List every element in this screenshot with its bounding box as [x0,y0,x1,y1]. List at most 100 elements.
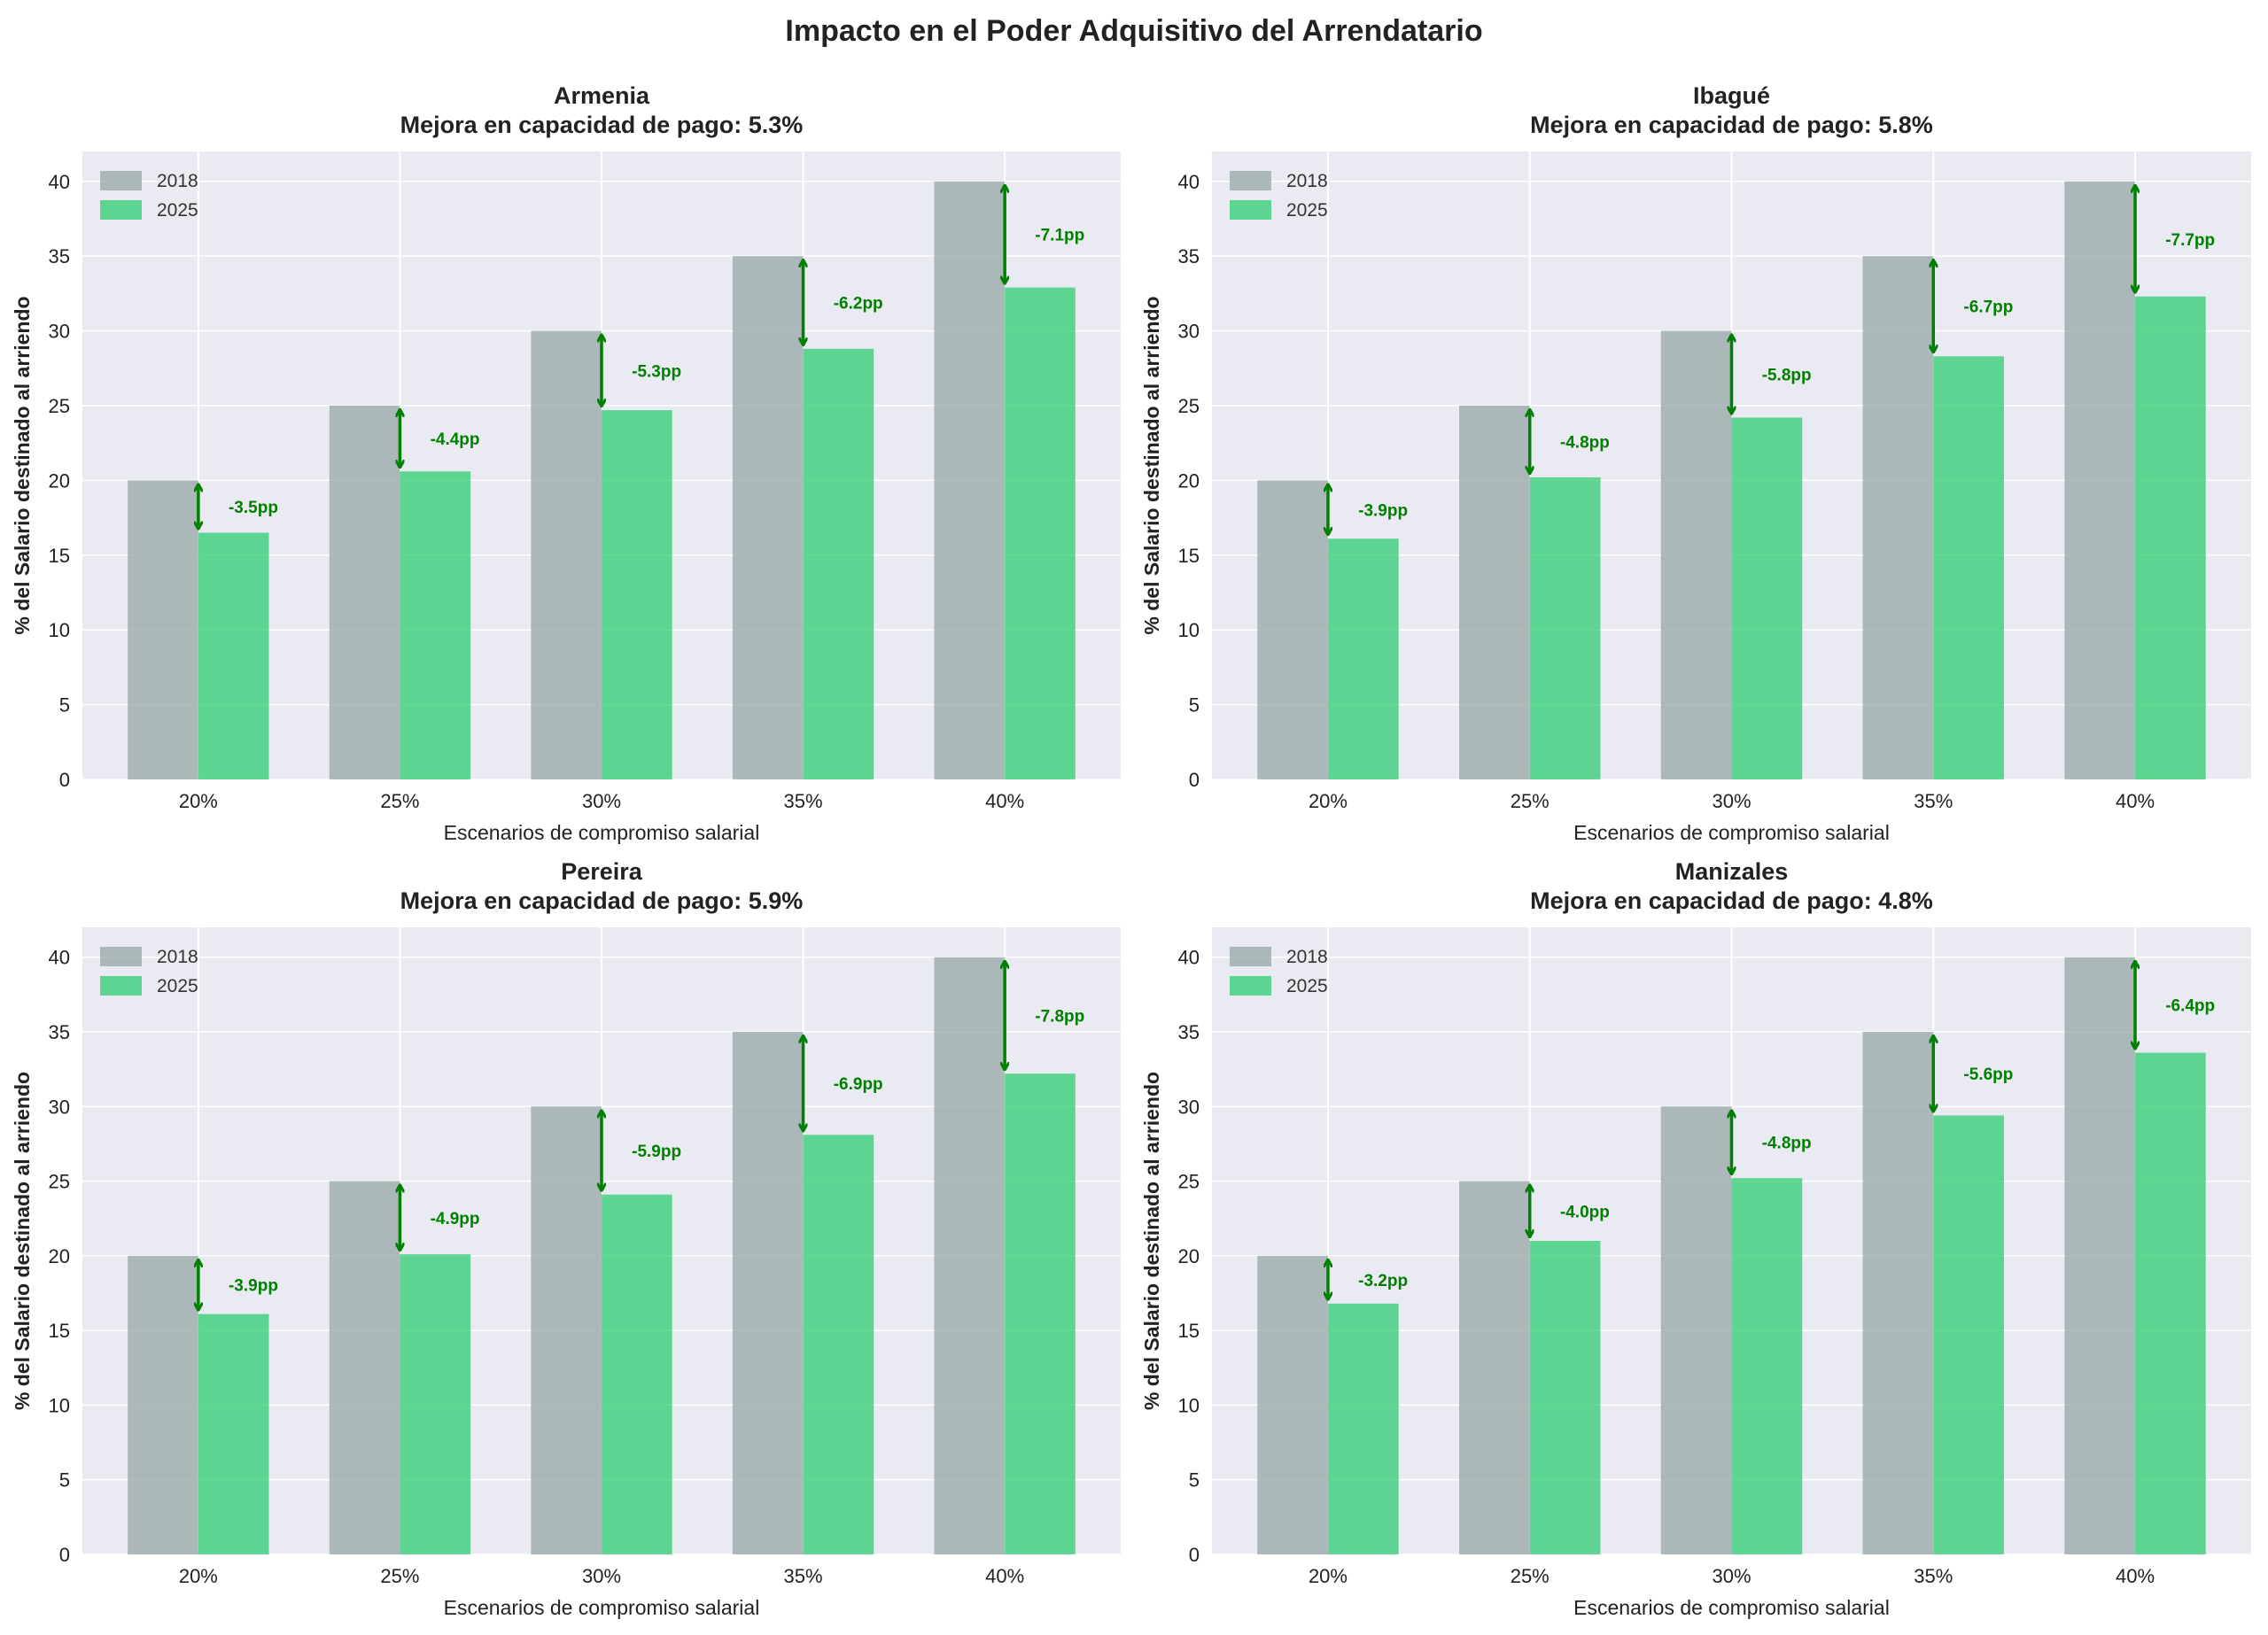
bar-2018-30pct [531,1106,602,1554]
y-tick-label: 30 [49,1096,70,1118]
bar-2025-30pct [602,1194,672,1554]
bar-2025-25pct [400,471,471,779]
difference-label: -3.9pp [229,1277,278,1296]
y-tick-label: 20 [49,469,70,492]
y-tick-label: 0 [1189,1544,1200,1566]
y-tick-label: 25 [49,395,70,417]
difference-label: -5.8pp [1762,367,1812,385]
y-tick-label: 20 [49,1245,70,1267]
bar-2025-35pct [803,348,874,779]
bar-2025-40pct [1005,1073,1076,1554]
bar-2018-20pct [128,1255,198,1554]
y-tick-label: 30 [1178,321,1200,343]
legend-label: 2018 [1286,947,1328,967]
difference-label: -7.8pp [1035,1007,1084,1026]
bar-2018-20pct [1257,480,1328,779]
bar-2025-40pct [2135,296,2206,779]
x-axis-label: Escenarios de compromiso salarial [444,821,760,844]
y-tick-label: 0 [1189,769,1200,791]
bar-2025-25pct [1529,1241,1601,1554]
x-axis-label: Escenarios de compromiso salarial [1573,1596,1890,1619]
subplot-subtitle: Mejora en capacidad de pago: 5.3% [400,112,804,138]
legend-label: 2025 [157,976,198,996]
difference-label: -5.3pp [632,362,681,381]
bar-2025-20pct [1327,539,1399,779]
subplot-ibagué: Ibagué Mejora en capacidad de pago: 5.8% 0… [1140,82,2251,844]
x-tick-label: 20% [179,790,218,812]
x-tick-label: 20% [179,1565,218,1587]
y-tick-label: 25 [1178,395,1200,417]
difference-label: -6.4pp [2165,997,2215,1016]
y-tick-label: 10 [49,619,70,641]
bar-2025-25pct [400,1254,471,1554]
legend: 2018 2025 [1230,171,1328,221]
bar-2018-35pct [732,1032,804,1554]
difference-label: -4.8pp [1560,433,1610,452]
x-tick-label: 25% [1511,790,1550,812]
bar-2025-30pct [602,410,672,779]
bar-2018-25pct [1459,1181,1530,1554]
bar-2025-20pct [1327,1303,1399,1554]
x-tick-label: 40% [2116,790,2155,812]
x-tick-label: 30% [1712,790,1751,812]
difference-label: -6.9pp [834,1075,883,1094]
legend-swatch-2025 [100,200,142,220]
difference-label: -5.9pp [632,1143,681,1161]
difference-label: -3.9pp [1358,501,1408,520]
bar-2018-25pct [329,405,400,779]
bar-2018-20pct [128,480,198,779]
x-tick-label: 35% [1914,1565,1953,1587]
difference-label: -7.7pp [2165,231,2215,250]
difference-label: -3.2pp [1358,1272,1408,1290]
difference-label: -6.2pp [834,294,883,313]
bar-2018-40pct [2064,957,2136,1554]
legend-label: 2025 [1286,200,1328,221]
difference-label: -6.7pp [1963,298,2013,317]
legend-label: 2018 [157,947,198,967]
legend: 2018 2025 [1230,947,1328,996]
legend-swatch-2025 [1230,200,1271,220]
y-tick-label: 40 [1178,947,1200,969]
bar-2018-40pct [2064,181,2136,779]
y-tick-label: 10 [1178,619,1200,641]
y-tick-label: 40 [49,947,70,969]
y-axis-label: % del Salario destinado al arriendo [1140,1072,1163,1410]
bar-2025-25pct [1529,477,1601,779]
bar-2018-35pct [732,256,804,780]
y-tick-label: 30 [1178,1096,1200,1118]
legend-swatch-2018 [1230,947,1271,966]
bar-2018-30pct [1660,1106,1732,1554]
legend-label: 2025 [157,200,198,221]
legend-swatch-2025 [1230,976,1271,996]
subplot-subtitle: Mejora en capacidad de pago: 4.8% [1530,887,1933,914]
x-tick-label: 20% [1309,790,1348,812]
bar-2018-35pct [1862,256,1934,780]
x-tick-label: 35% [784,1565,823,1587]
y-tick-label: 5 [59,1469,70,1492]
bar-2018-30pct [531,330,602,779]
difference-label: -4.8pp [1762,1135,1812,1153]
y-tick-label: 40 [49,171,70,193]
x-axis-label: Escenarios de compromiso salarial [444,1596,760,1619]
y-tick-label: 5 [1189,1469,1200,1492]
subplot-title: Manizales [1675,858,1789,885]
legend-swatch-2018 [1230,171,1271,190]
subplot-title: Armenia [554,82,650,109]
y-tick-label: 40 [1178,171,1200,193]
legend-swatch-2018 [100,171,142,190]
x-tick-label: 30% [582,1565,621,1587]
y-tick-label: 35 [1178,245,1200,267]
main-title: Impacto en el Poder Adquisitivo del Arre… [785,14,1482,48]
y-axis-label: % del Salario destinado al arriendo [11,1072,34,1410]
x-tick-label: 40% [985,790,1024,812]
bar-2025-30pct [1731,1178,1803,1554]
y-tick-label: 35 [1178,1021,1200,1043]
bar-2018-40pct [934,181,1006,779]
y-tick-label: 35 [49,1021,70,1043]
x-tick-label: 25% [380,790,419,812]
legend-swatch-2025 [100,976,142,996]
y-tick-label: 10 [1178,1394,1200,1416]
legend-label: 2018 [157,171,198,191]
bar-2018-25pct [329,1181,400,1554]
bar-2025-40pct [2135,1052,2206,1554]
